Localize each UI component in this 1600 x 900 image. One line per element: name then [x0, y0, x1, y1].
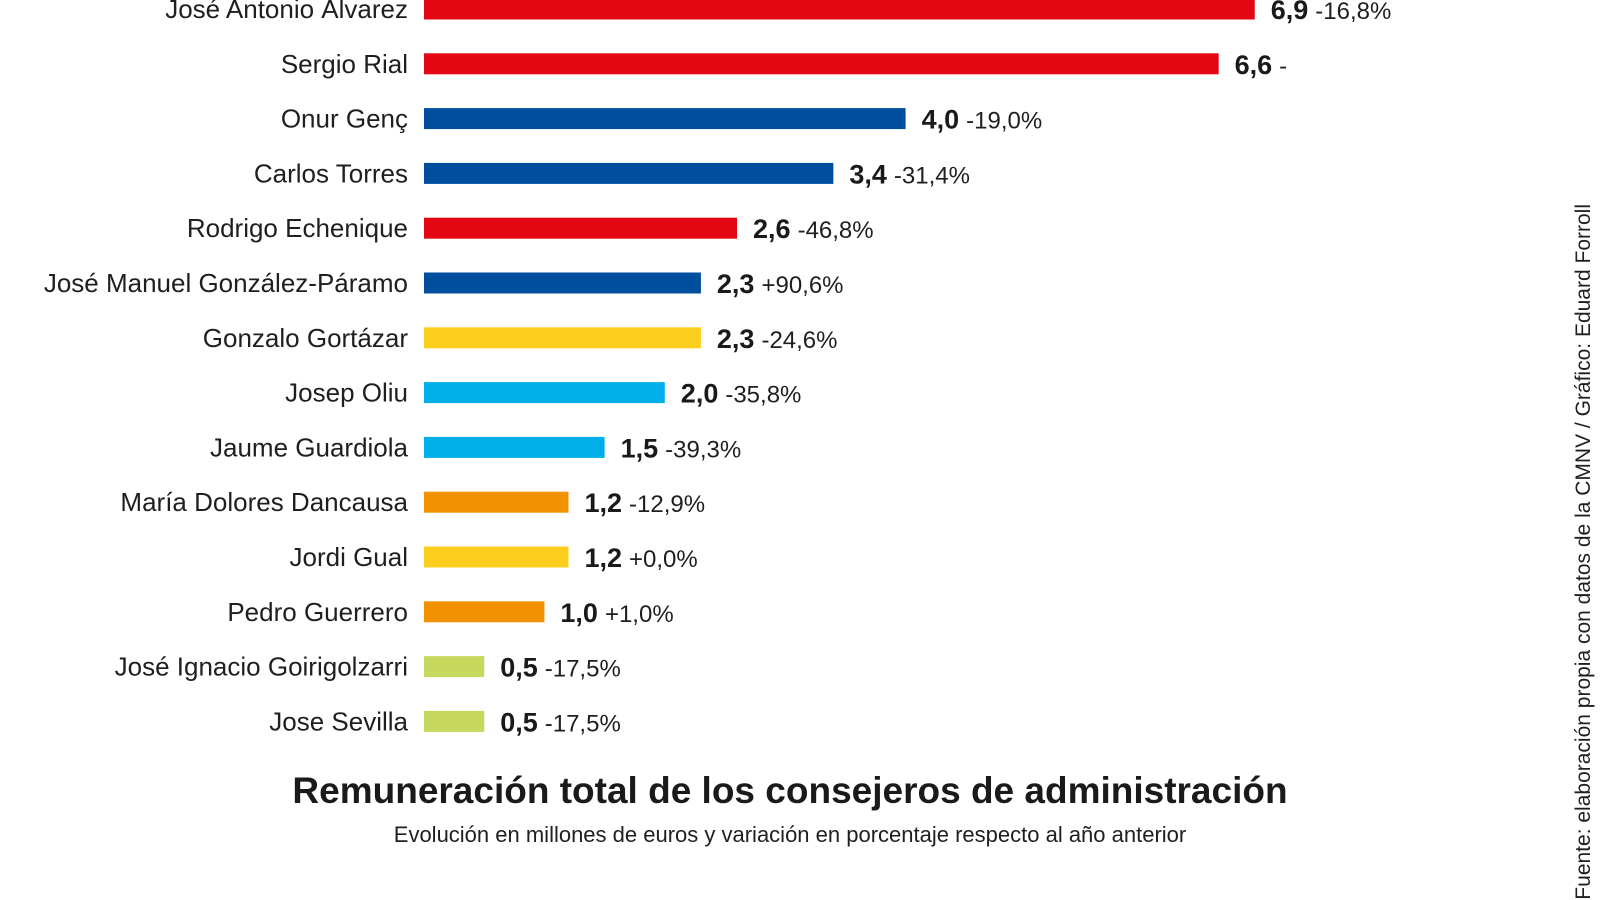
category-label: Josep Oliu	[285, 378, 408, 408]
change-label: -35,8%	[725, 382, 801, 409]
category-label: Pedro Guerrero	[227, 597, 408, 627]
value-label: 1,0	[560, 598, 598, 628]
bar	[424, 272, 701, 294]
bar	[424, 546, 569, 568]
bar	[424, 382, 665, 404]
value-label: 1,2	[584, 488, 622, 518]
bar-value-label: 2,3 +90,6%	[717, 269, 844, 299]
bar	[424, 710, 485, 732]
change-label: -	[1279, 53, 1287, 80]
chart-title: Remuneración total de los consejeros de …	[292, 770, 1288, 811]
change-label: -31,4%	[894, 162, 970, 189]
category-label: Rodrigo Echenique	[187, 213, 408, 243]
bar	[424, 436, 605, 458]
bar-value-label: 1,2 +0,0%	[584, 543, 697, 573]
change-label: +0,0%	[629, 546, 698, 573]
category-label: Onur Genç	[281, 104, 408, 134]
value-label: 2,3	[717, 324, 755, 354]
bar	[424, 327, 701, 349]
change-label: -16,8%	[1315, 0, 1391, 25]
bar	[424, 53, 1219, 75]
chart-source: Fuente: elaboración propia con datos de …	[1572, 204, 1595, 900]
value-label: 2,6	[753, 214, 791, 244]
change-label: -12,9%	[629, 491, 705, 518]
value-label: 4,0	[922, 105, 960, 135]
category-label: Jose Sevilla	[269, 706, 408, 736]
value-label: 0,5	[500, 653, 538, 683]
value-label: 0,5	[500, 707, 538, 737]
change-label: -17,5%	[545, 710, 621, 737]
category-label: José Ignacio Goirigolzarri	[115, 652, 408, 682]
bar-value-label: 6,6-	[1235, 50, 1288, 80]
bar-value-label: 3,4 -31,4%	[849, 159, 970, 189]
bar-value-label: 0,5 -17,5%	[500, 707, 621, 737]
value-label: 1,2	[584, 543, 622, 573]
bar	[424, 0, 1255, 20]
bar-value-label: 2,6 -46,8%	[753, 214, 874, 244]
category-label: Sergio Rial	[281, 49, 408, 79]
bar-chart: José Antonio Álvarez 6,9 -16,8% Sergio Rial…	[44, 0, 1392, 737]
change-label: -19,0%	[966, 108, 1042, 135]
bar	[424, 656, 485, 678]
bar-value-label: 2,3 -24,6%	[717, 324, 838, 354]
change-label: -24,6%	[761, 327, 837, 354]
category-label: José Manuel González-Páramo	[44, 268, 408, 298]
category-label: Carlos Torres	[254, 158, 408, 188]
value-label: 2,0	[681, 379, 719, 409]
bar-value-label: 0,5 -17,5%	[500, 653, 621, 683]
chart-subtitle: Evolución en millones de euros y variaci…	[393, 822, 1187, 847]
bar	[424, 108, 906, 130]
change-label: -39,3%	[665, 436, 741, 463]
bar-value-label: 2,0 -35,8%	[681, 379, 802, 409]
bar-value-label: 1,0 +1,0%	[560, 598, 673, 628]
change-label: -17,5%	[545, 656, 621, 683]
value-label: 6,9	[1271, 0, 1309, 25]
value-label: 1,5	[621, 433, 659, 463]
category-label: María Dolores Dancausa	[120, 487, 408, 517]
value-label: 3,4	[849, 159, 887, 189]
bar	[424, 162, 834, 184]
bar	[424, 217, 738, 239]
bar-value-label: 1,5 -39,3%	[621, 433, 742, 463]
bar-value-label: 1,2 -12,9%	[584, 488, 705, 518]
category-label: Gonzalo Gortázar	[203, 323, 409, 353]
change-label: +1,0%	[605, 601, 674, 628]
category-label: José Antonio Álvarez	[165, 0, 408, 24]
bar-value-label: 4,0 -19,0%	[922, 105, 1043, 135]
change-label: -46,8%	[798, 217, 874, 244]
category-label: Jaume Guardiola	[210, 432, 409, 462]
bar-value-label: 6,9 -16,8%	[1271, 0, 1392, 25]
bar	[424, 601, 545, 623]
category-label: Jordi Gual	[290, 542, 409, 572]
value-label: 6,6	[1235, 50, 1273, 80]
value-label: 2,3	[717, 269, 755, 299]
change-label: +90,6%	[761, 272, 843, 299]
bar	[424, 491, 569, 513]
